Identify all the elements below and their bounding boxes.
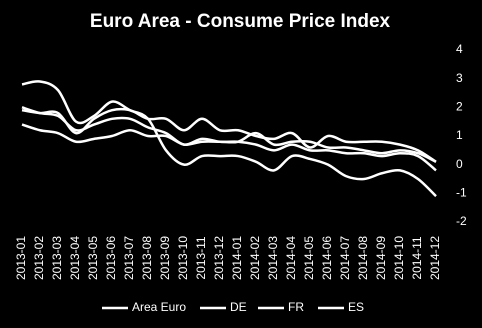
chart-title: Euro Area - Consume Price Index — [90, 11, 391, 32]
x-tick-label: 2014-10 — [392, 236, 406, 280]
x-tick-label: 2013-04 — [68, 236, 82, 280]
x-tick-label: 2013-02 — [32, 236, 46, 280]
x-tick-label: 2013-09 — [158, 236, 172, 280]
x-tick-label: 2014-05 — [302, 236, 316, 280]
y-tick-label: 2 — [456, 100, 463, 114]
x-tick-label: 2013-11 — [194, 236, 208, 279]
y-tick-label: 4 — [456, 42, 463, 56]
x-tick-label: 2014-08 — [356, 236, 370, 280]
y-tick-label: 3 — [456, 71, 463, 85]
y-tick-label: 1 — [456, 128, 463, 142]
series-line — [21, 107, 437, 163]
x-tick-label: 2013-10 — [176, 236, 190, 280]
x-tick-label: 2013-07 — [122, 236, 136, 280]
series-line — [21, 80, 437, 198]
legend-label: DE — [230, 300, 247, 314]
x-tick-label: 2013-01 — [14, 236, 28, 280]
x-tick-label: 2013-03 — [50, 236, 64, 280]
x-tick-label: 2014-07 — [338, 236, 352, 280]
x-tick-label: 2013-06 — [104, 236, 118, 280]
x-tick-label: 2014-06 — [320, 236, 334, 280]
series-line — [21, 123, 437, 163]
x-tick-label: 2013-08 — [140, 236, 154, 280]
x-tick-label: 2014-02 — [248, 236, 262, 280]
x-tick-label: 2013-12 — [212, 236, 226, 280]
x-tick-label: 2013-05 — [86, 236, 100, 280]
x-tick-label: 2014-01 — [230, 236, 244, 280]
y-tick-label: -2 — [456, 214, 467, 228]
x-tick-label: 2014-09 — [374, 236, 388, 280]
x-tick-label: 2014-12 — [428, 236, 442, 280]
legend-label: Area Euro — [132, 300, 186, 314]
y-tick-label: -1 — [456, 186, 467, 200]
x-tick-label: 2014-03 — [266, 236, 280, 280]
x-tick-label: 2014-04 — [284, 236, 298, 280]
legend-label: ES — [348, 300, 364, 314]
legend-label: FR — [288, 300, 304, 314]
x-tick-label: 2014-11 — [410, 236, 424, 279]
y-tick-label: 0 — [456, 157, 463, 171]
